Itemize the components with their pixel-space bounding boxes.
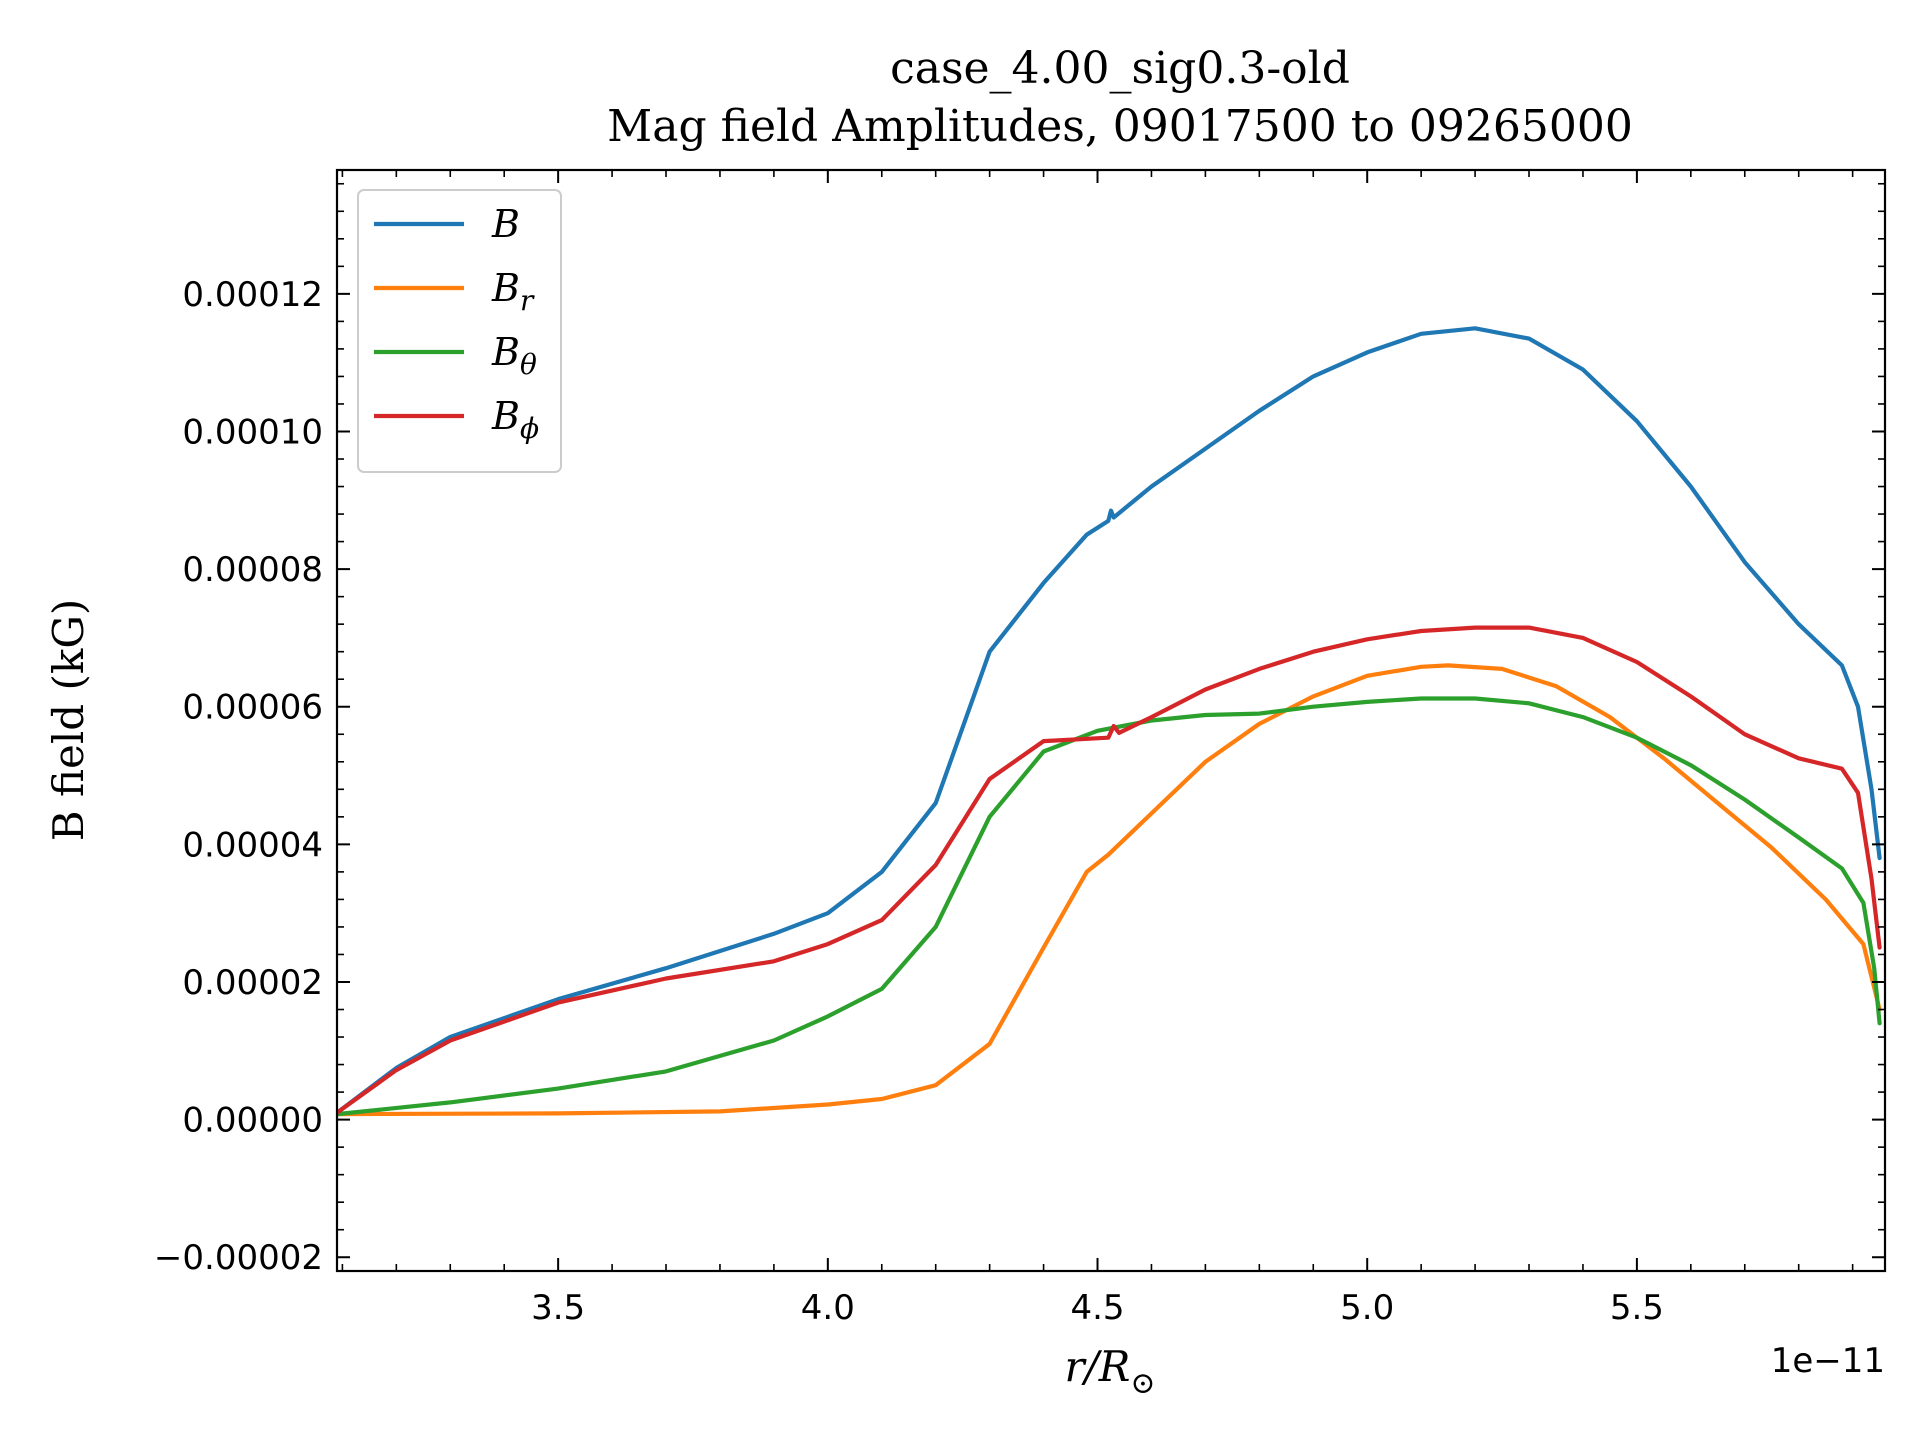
legend-label: Bϕ (491, 394, 539, 445)
legend-label: Br (491, 266, 535, 317)
x-axis-label: r/R⊙ (1065, 1342, 1156, 1401)
legend-label: B (491, 202, 520, 246)
legend-label-main: B (491, 266, 520, 310)
y-tick-label: 0.00012 (182, 275, 323, 315)
x-tick-label: 5.0 (1340, 1288, 1394, 1328)
x-axis-label-main: r/R (1065, 1342, 1131, 1391)
series-line-B--2 (337, 696, 1882, 1117)
legend-label: Bθ (491, 330, 537, 381)
series-line-B-0 (337, 326, 1882, 1115)
x-tick-label: 4.0 (801, 1288, 855, 1328)
y-tick-label: 0.00008 (182, 550, 323, 590)
x-offset-label: 1e−11 (1771, 1341, 1885, 1381)
x-tick-label: 3.5 (531, 1288, 585, 1328)
y-tick-label: 0.00000 (182, 1101, 323, 1141)
x-tick-label: 5.5 (1610, 1288, 1664, 1328)
legend-box (357, 189, 562, 473)
legend-label-main: B (491, 330, 520, 374)
y-tick-label: 0.00010 (182, 412, 323, 452)
y-tick-label: −0.00002 (154, 1238, 323, 1278)
y-tick-label: 0.00002 (182, 963, 323, 1003)
legend-label-sub: θ (520, 348, 537, 381)
x-axis-label-sub: ⊙ (1130, 1366, 1155, 1401)
legend-label-main: B (491, 202, 520, 246)
series-line-B--3 (337, 625, 1882, 1115)
y-axis-label: B field (kG) (44, 599, 93, 842)
chart-subtitle: Mag field Amplitudes, 09017500 to 092650… (607, 101, 1633, 152)
legend-label-sub: r (520, 284, 535, 317)
ticks-layer: 3.5 4.0 4.5 5.0 5.5 −0.00002 0.00000 0.00002 0.0… (154, 170, 1885, 1328)
x-tick-label: 4.5 (1070, 1288, 1124, 1328)
chart-title: case_4.00_sig0.3-old (890, 43, 1350, 94)
y-tick-label: 0.00006 (182, 688, 323, 728)
legend-label-main: B (491, 394, 520, 438)
plot-frame (335, 168, 1887, 1273)
legend-label-sub: ϕ (520, 412, 539, 445)
series-layer (337, 326, 1882, 1117)
y-tick-label: 0.00004 (182, 825, 323, 865)
